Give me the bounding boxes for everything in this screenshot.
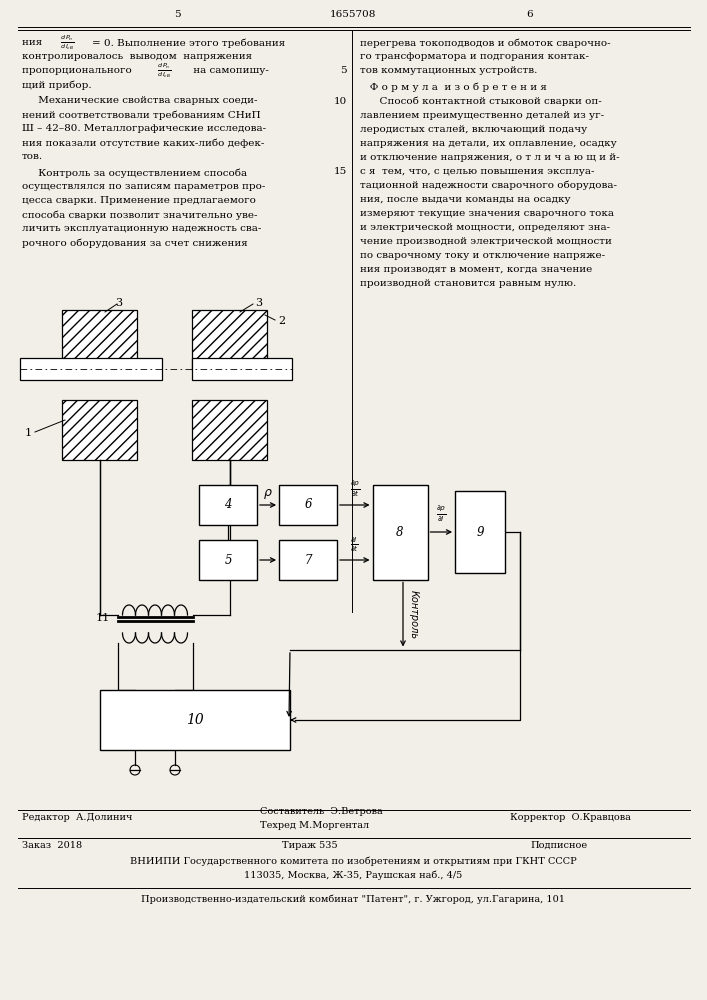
Text: Заказ  2018: Заказ 2018 [22, 841, 82, 850]
Text: ния показали отсутствие каких-либо дефек-: ния показали отсутствие каких-либо дефек… [22, 138, 264, 147]
Text: личить эксплуатационную надежность сва-: личить эксплуатационную надежность сва- [22, 224, 262, 233]
Text: 11: 11 [95, 613, 110, 623]
Text: 9: 9 [477, 526, 484, 538]
Text: = 0. Выполнение этого требования: = 0. Выполнение этого требования [92, 38, 285, 47]
Text: 5: 5 [224, 554, 232, 566]
Text: 15: 15 [334, 167, 347, 176]
Bar [279, 485, 337, 525]
Text: Производственно-издательский комбинат "Патент", г. Ужгород, ул.Гагарина, 101: Производственно-издательский комбинат "П… [141, 895, 565, 904]
Text: 3: 3 [115, 298, 122, 308]
Text: тационной надежности сварочного оборудова-: тационной надежности сварочного оборудов… [360, 181, 617, 190]
Bar [62, 310, 137, 370]
Text: Тираж 535: Тираж 535 [282, 841, 338, 850]
Text: Редактор  А.Долинич: Редактор А.Долинич [22, 813, 132, 822]
Text: 8: 8 [396, 526, 404, 538]
Text: Ф о р м у л а  и з о б р е т е н и я: Ф о р м у л а и з о б р е т е н и я [360, 82, 547, 92]
Text: измеряют текущие значения сварочного тока: измеряют текущие значения сварочного ток… [360, 209, 614, 218]
Text: рочного оборудования за счет снижения: рочного оборудования за счет снижения [22, 238, 247, 247]
Text: способа сварки позволит значительно уве-: способа сварки позволит значительно уве- [22, 210, 257, 220]
Text: 5: 5 [174, 10, 180, 19]
Text: ния производят в момент, когда значение: ния производят в момент, когда значение [360, 265, 592, 274]
Text: леродистых сталей, включающий подачу: леродистых сталей, включающий подачу [360, 125, 588, 134]
Bar [199, 540, 257, 580]
Text: пропорционального: пропорционального [22, 66, 135, 75]
Text: 4: 4 [224, 498, 232, 512]
Text: 1655708: 1655708 [329, 10, 376, 19]
Text: Ш – 42–80. Металлографические исследова-: Ш – 42–80. Металлографические исследова- [22, 124, 266, 133]
Bar [62, 400, 137, 460]
Text: и отключение напряжения, о т л и ч а ю щ и й-: и отключение напряжения, о т л и ч а ю щ… [360, 153, 619, 162]
Text: контролировалось  выводом  напряжения: контролировалось выводом напряжения [22, 52, 252, 61]
Text: 7: 7 [304, 554, 312, 566]
Bar [100, 690, 290, 750]
Text: ния: ния [22, 38, 45, 47]
Text: Подписное: Подписное [530, 841, 587, 850]
Text: перегрева токоподводов и обмоток сварочно-: перегрева токоподводов и обмоток сварочн… [360, 38, 611, 47]
Bar [192, 400, 267, 460]
Text: Механические свойства сварных соеди-: Механические свойства сварных соеди- [22, 96, 257, 105]
Text: $\frac{d\,P_n}{d\,I_{cB}}$: $\frac{d\,P_n}{d\,I_{cB}}$ [60, 34, 74, 52]
Text: напряжения на детали, их оплавление, осадку: напряжения на детали, их оплавление, оса… [360, 139, 617, 148]
Text: Техред М.Моргентал: Техред М.Моргентал [260, 821, 369, 830]
Text: ВНИИПИ Государственного комитета по изобретениям и открытиям при ГКНТ СССР: ВНИИПИ Государственного комитета по изоб… [129, 856, 576, 865]
Text: нений соответствовали требованиям СНиП: нений соответствовали требованиям СНиП [22, 110, 261, 119]
Bar [373, 485, 428, 580]
Text: Контроль за осуществлением способа: Контроль за осуществлением способа [22, 168, 247, 178]
Text: щий прибор.: щий прибор. [22, 80, 92, 90]
Bar [192, 358, 292, 380]
Text: 1: 1 [25, 428, 32, 438]
Text: Контроль: Контроль [409, 590, 419, 639]
Text: и электрической мощности, определяют зна-: и электрической мощности, определяют зна… [360, 223, 610, 232]
Text: $\frac{\partial\rho}{\partial t}$: $\frac{\partial\rho}{\partial t}$ [349, 480, 360, 499]
Text: 10: 10 [186, 713, 204, 727]
Text: тов.: тов. [22, 152, 43, 161]
Text: 10: 10 [334, 97, 347, 106]
Bar [199, 485, 257, 525]
Text: осуществлялся по записям параметров про-: осуществлялся по записям параметров про- [22, 182, 265, 191]
Text: 6: 6 [304, 498, 312, 512]
Bar [20, 358, 162, 380]
Bar [279, 540, 337, 580]
Bar [455, 491, 505, 573]
Text: ния, после выдачи команды на осадку: ния, после выдачи команды на осадку [360, 195, 571, 204]
Text: го трансформатора и подгорания контак-: го трансформатора и подгорания контак- [360, 52, 589, 61]
Text: 5: 5 [340, 66, 347, 75]
Text: $\frac{\partial\rho}{\partial I}$: $\frac{\partial\rho}{\partial I}$ [436, 505, 446, 524]
Text: 113035, Москва, Ж-35, Раушская наб., 4/5: 113035, Москва, Ж-35, Раушская наб., 4/5 [244, 870, 462, 880]
Text: с я  тем, что, с целью повышения эксплуа-: с я тем, что, с целью повышения эксплуа- [360, 167, 595, 176]
Text: тов коммутационных устройств.: тов коммутационных устройств. [360, 66, 537, 75]
Text: лавлением преимущественно деталей из уг-: лавлением преимущественно деталей из уг- [360, 111, 604, 120]
Text: по сварочному току и отключение напряже-: по сварочному току и отключение напряже- [360, 251, 605, 260]
Text: Корректор  О.Кравцова: Корректор О.Кравцова [510, 813, 631, 822]
Text: на самопишу-: на самопишу- [190, 66, 269, 75]
Text: Составитель  Э.Ветрова: Составитель Э.Ветрова [260, 807, 382, 816]
Text: $\rho$: $\rho$ [263, 487, 273, 501]
Text: чение производной электрической мощности: чение производной электрической мощности [360, 237, 612, 246]
Text: производной становится равным нулю.: производной становится равным нулю. [360, 279, 576, 288]
Text: 3: 3 [255, 298, 262, 308]
Text: Способ контактной стыковой сварки оп-: Способ контактной стыковой сварки оп- [360, 97, 602, 106]
Text: 2: 2 [278, 316, 285, 326]
Text: цесса сварки. Применение предлагаемого: цесса сварки. Применение предлагаемого [22, 196, 256, 205]
Text: $\frac{d\,P_n}{d\,I_{cB}}$: $\frac{d\,P_n}{d\,I_{cB}}$ [157, 62, 172, 80]
Text: $\frac{\partial I}{\partial t}$: $\frac{\partial I}{\partial t}$ [351, 536, 359, 554]
Text: 6: 6 [527, 10, 533, 19]
Bar [192, 310, 267, 370]
